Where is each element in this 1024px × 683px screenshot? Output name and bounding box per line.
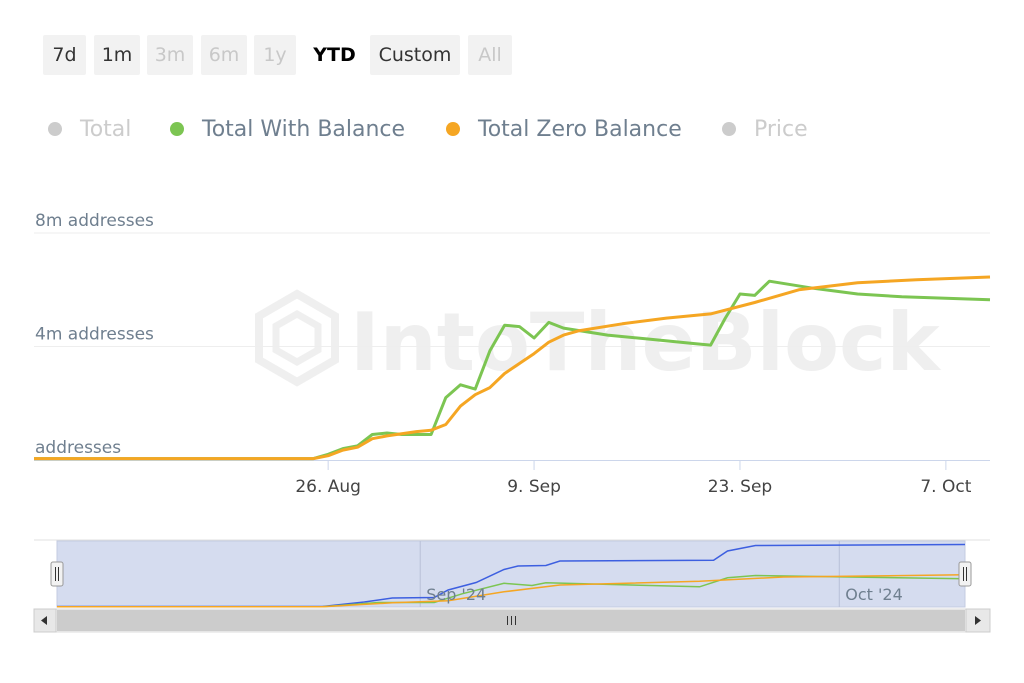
legend-dot-icon bbox=[722, 122, 736, 136]
legend-label: Total Zero Balance bbox=[478, 116, 682, 142]
range-custom-button[interactable]: Custom bbox=[370, 35, 460, 75]
navigator-left-handle[interactable] bbox=[50, 561, 64, 587]
legend-label: Total With Balance bbox=[202, 116, 406, 142]
legend-dot-icon bbox=[446, 122, 460, 136]
chevron-right-icon bbox=[975, 616, 981, 625]
series-line-total-zero-balance bbox=[34, 275, 991, 461]
navigator-line-total-zero-balance bbox=[57, 574, 966, 608]
series-group bbox=[34, 275, 991, 461]
range-6m-button[interactable]: 6m bbox=[201, 35, 247, 75]
navigator-line-total-with-balance bbox=[57, 574, 966, 608]
navigator-selected-range[interactable] bbox=[56, 540, 966, 608]
legend-item-total-zero-balance[interactable]: Total Zero Balance bbox=[446, 112, 682, 146]
legend-item-total-with-balance[interactable]: Total With Balance bbox=[170, 112, 405, 146]
range-1m-button[interactable]: 1m bbox=[94, 35, 140, 75]
legend-item-price[interactable]: Price bbox=[722, 112, 808, 146]
range-1y-button[interactable]: 1y bbox=[254, 35, 296, 75]
x-tick-label: 23. Sep bbox=[708, 477, 772, 497]
y-tick-label: addresses bbox=[35, 438, 121, 458]
legend-dot-icon bbox=[170, 122, 184, 136]
navigator-series-group bbox=[57, 543, 966, 608]
legend: Total Total With Balance Total Zero Bala… bbox=[0, 112, 1024, 146]
range-7d-button[interactable]: 7d bbox=[43, 35, 86, 75]
chevron-left-icon bbox=[41, 616, 47, 625]
navigator-labels: Sep '24 Oct '24 bbox=[426, 585, 903, 604]
navigator: Sep '24 Oct '24 bbox=[33, 539, 991, 633]
navigator-scrollbar[interactable] bbox=[33, 608, 991, 633]
x-tick-label: 26. Aug bbox=[295, 477, 361, 497]
range-all-button[interactable]: All bbox=[468, 35, 512, 75]
intotheblock-logo-icon bbox=[255, 289, 339, 387]
y-axis: addresses 4m addresses 8m addresses bbox=[35, 211, 154, 458]
range-3m-button[interactable]: 3m bbox=[147, 35, 193, 75]
legend-label: Total bbox=[80, 116, 132, 142]
legend-item-total[interactable]: Total bbox=[48, 112, 131, 146]
x-axis: 26. Aug 9. Sep 23. Sep 7. Oct bbox=[34, 460, 990, 497]
navigator-label: Oct '24 bbox=[845, 585, 903, 604]
y-tick-label: 4m addresses bbox=[35, 325, 154, 345]
series-line-total-with-balance bbox=[34, 279, 991, 461]
y-tick-label: 8m addresses bbox=[35, 211, 154, 231]
watermark: IntoTheBlock bbox=[255, 289, 941, 389]
legend-dot-icon bbox=[48, 122, 62, 136]
grid bbox=[34, 232, 990, 347]
scrollbar-grip-icon bbox=[507, 616, 516, 625]
legend-label: Price bbox=[754, 116, 808, 142]
range-ytd-button[interactable]: YTD bbox=[305, 35, 364, 75]
x-tick-label: 9. Sep bbox=[507, 477, 561, 497]
navigator-grid bbox=[419, 541, 840, 607]
x-tick-label: 7. Oct bbox=[920, 477, 971, 497]
navigator-right-handle[interactable] bbox=[958, 561, 972, 587]
navigator-label: Sep '24 bbox=[426, 585, 486, 604]
watermark-text: IntoTheBlock bbox=[350, 296, 941, 389]
navigator-line-total bbox=[57, 543, 966, 608]
